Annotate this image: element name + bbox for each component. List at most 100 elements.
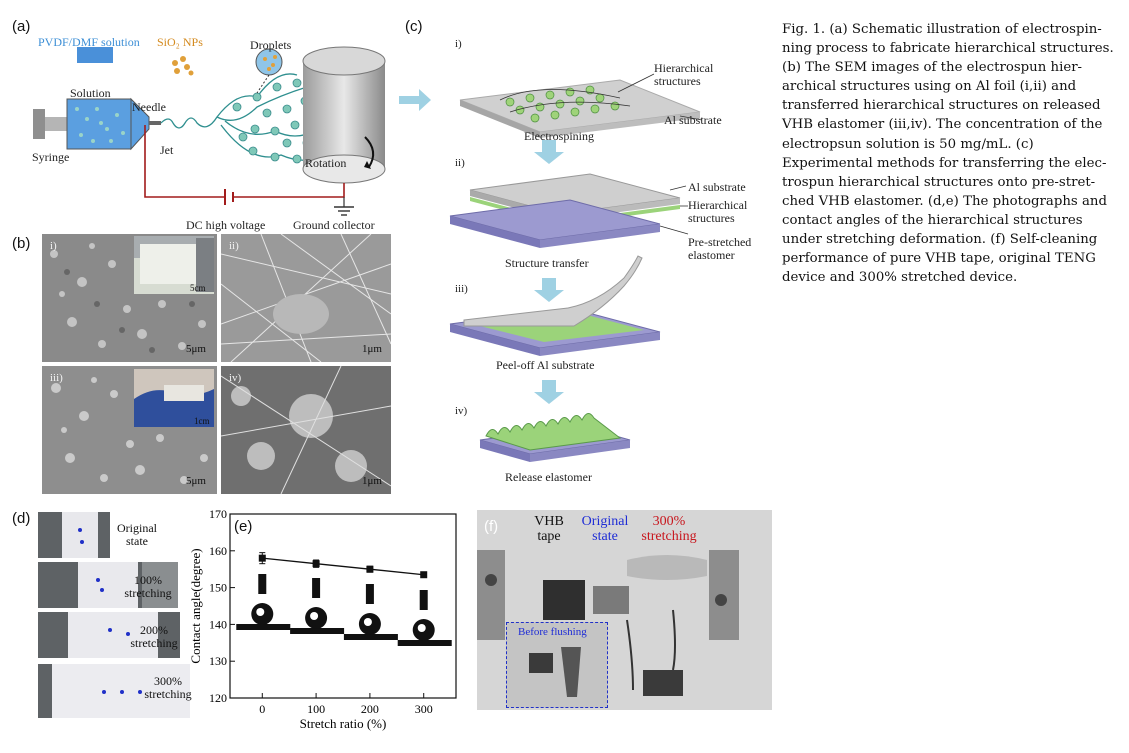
sem-scale-1: 5μm <box>186 343 206 355</box>
sem-label-3: iii) <box>50 372 63 384</box>
rotating-drum <box>303 61 385 169</box>
data-point <box>312 560 320 568</box>
sem-inset-photo-2 <box>134 369 214 427</box>
before-flushing-inset <box>506 622 608 708</box>
caption-line: ning process to fabricate hierarchical s… <box>782 41 1114 57</box>
transfer-process-diagram <box>449 73 703 462</box>
step-label-1: i) <box>455 38 462 50</box>
sem-image-2 <box>221 234 391 362</box>
x-tick-label: 0 <box>259 702 265 716</box>
caption-line: electropsun solution is 50 mg/mL. (c) <box>782 136 1034 152</box>
x-tick-label: 200 <box>361 702 379 716</box>
y-tick-label: 130 <box>209 654 227 668</box>
drop-substrate <box>290 628 345 634</box>
contact-angle-chart: 120 130 140 150 160 170 0 100 200 300 Stretch rat… <box>190 507 457 731</box>
drop-needle <box>419 590 428 610</box>
caption-line: trospun hierarchical structures onto pre… <box>782 174 1096 190</box>
hierarchical-label-1: Hierarchical structures <box>654 61 714 88</box>
label-200: 200% stretching <box>130 623 178 650</box>
sem-label-4: iv) <box>229 372 242 384</box>
drop-substrate <box>343 634 398 640</box>
data-point <box>420 571 428 579</box>
original-state-label: Original state <box>581 514 629 544</box>
figure-caption: Fig. 1. (a) Schematic illustration of el… <box>782 20 1114 287</box>
hierarchical-label-2: Hierarchical structures <box>688 198 748 225</box>
solution-swatch <box>77 47 113 63</box>
droplet-highlight <box>256 608 265 616</box>
sio2-label: SiO₂ NPs <box>157 35 203 49</box>
dc-voltage-label: DC high voltage <box>186 218 266 232</box>
needle <box>149 121 161 125</box>
vhb-tape-label: VHB tape <box>534 514 564 544</box>
caption-line: Experimental methods for transferring th… <box>782 155 1107 171</box>
caption-line: under stretching deformation. (f) Self-c… <box>782 232 1098 248</box>
caption-line: device and 300% stretched device. <box>782 270 1018 286</box>
caption-line: VHB elastomer (iii,iv). The concentratio… <box>782 117 1103 133</box>
step-label-3: iii) <box>455 283 468 295</box>
electrospinning-schematic <box>33 46 386 216</box>
x-axis-label: Stretch ratio (%) <box>300 716 387 731</box>
sem-image-1 <box>42 234 217 362</box>
al-substrate-label-2: Al substrate <box>688 180 746 194</box>
droplets-label: Droplets <box>250 38 292 52</box>
caption-line: transferred hierarchical structures on r… <box>782 98 1101 114</box>
drop-needle <box>312 578 321 598</box>
sem-label-1: i) <box>50 240 57 252</box>
jet-label: Jet <box>160 143 174 157</box>
pre-stretched-label: Pre-stretched elastomer <box>688 235 752 262</box>
panel-e-label: (e) <box>234 518 253 535</box>
al-substrate-label-1: Al substrate <box>664 113 722 127</box>
panel-b-label: (b) <box>12 235 31 252</box>
series-line <box>262 557 424 576</box>
y-tick-label: 150 <box>209 581 227 595</box>
rotation-label: Rotation <box>305 156 347 170</box>
photo-300 <box>38 664 190 718</box>
panel-d-label: (d) <box>12 510 31 527</box>
caption-line: performance of pure VHB tape, original T… <box>782 251 1096 267</box>
pvdf-label: PVDF/DMF solution <box>38 35 140 49</box>
photo-original <box>38 512 110 558</box>
droplet-highlight <box>363 618 372 626</box>
panel-f-label: (f) <box>484 518 499 535</box>
y-tick-label: 140 <box>209 617 227 631</box>
step-label-2: ii) <box>455 157 465 169</box>
flow-arrow-right <box>399 89 431 111</box>
photo-100 <box>38 562 178 608</box>
inset-scale-1: 5cm <box>190 283 206 293</box>
inset-scale-2: 1cm <box>194 416 210 426</box>
ground-collector-label: Ground collector <box>293 218 375 232</box>
panel-c-label: (c) <box>405 18 423 35</box>
sem-scale-2: 1μm <box>362 343 382 355</box>
syringe-label: Syringe <box>32 150 70 164</box>
droplet-highlight <box>310 612 319 620</box>
caption-line: contact angles of the hierarchical struc… <box>782 212 1083 228</box>
sem-image-4 <box>221 366 391 494</box>
y-tick-label: 160 <box>209 544 227 558</box>
sem-image-3 <box>42 366 217 494</box>
y-axis-label: Contact angle(degree) <box>190 548 203 663</box>
before-flushing-label: Before flushing <box>518 626 587 638</box>
caption-line: Fig. 1. (a) Schematic illustration of el… <box>782 22 1102 37</box>
y-tick-label: 170 <box>209 507 227 521</box>
data-point <box>366 565 374 573</box>
drop-substrate <box>236 624 291 630</box>
plot-frame <box>229 513 457 699</box>
droplet-highlight <box>417 624 426 632</box>
photo-200 <box>38 612 180 658</box>
caption-line: archical structures using on Al foil (i,… <box>782 79 1077 95</box>
label-original: Original state <box>117 521 157 548</box>
label-300: 300% stretching <box>144 674 192 701</box>
sem-scale-4: 1μm <box>362 475 382 487</box>
label-100: 100% stretching <box>124 573 172 600</box>
needle-label: Needle <box>132 100 166 114</box>
stretching-label: 300% stretching <box>641 514 697 544</box>
sem-inset-photo-1 <box>134 236 214 294</box>
sem-scale-3: 5μm <box>186 475 206 487</box>
drop-substrate <box>397 640 452 646</box>
x-tick-label: 100 <box>307 702 325 716</box>
caption-peel-off: Peel-off Al substrate <box>496 358 595 372</box>
solution-label: Solution <box>70 86 111 100</box>
drop-needle <box>258 574 267 594</box>
nanoparticle-dots <box>172 56 194 76</box>
panel-a-label: (a) <box>12 18 31 35</box>
